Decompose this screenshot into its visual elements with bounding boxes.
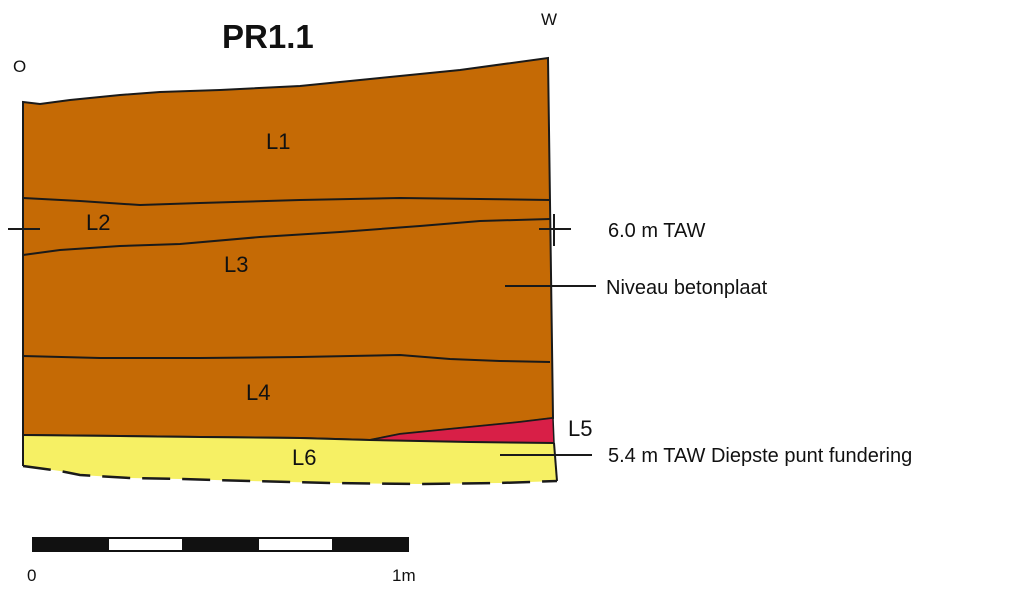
scale-label-start: 0 <box>27 566 36 585</box>
soil-body-brown <box>22 56 555 442</box>
scale-bar-segment <box>332 537 409 552</box>
layer-label-l5: L5 <box>568 416 592 441</box>
orientation-left: O <box>13 57 26 76</box>
scale-bar-segment <box>107 537 184 552</box>
scale-bar-segment <box>32 537 109 552</box>
layer-label-l4: L4 <box>246 380 270 405</box>
annotation-deepest-foundation: 5.4 m TAW Diepste punt fundering <box>608 445 912 467</box>
crosshair-right-icon <box>539 214 571 246</box>
annotation-concrete-slab: Niveau betonplaat <box>606 277 768 299</box>
profile-title: PR1.1 <box>222 18 314 55</box>
scale-bar-segment <box>257 537 334 552</box>
annotation-reference-level: 6.0 m TAW <box>608 220 706 242</box>
boundary-l1-l2 <box>22 196 551 207</box>
layer-label-l2: L2 <box>86 210 110 235</box>
boundary-l3-l4 <box>22 353 551 363</box>
layer-label-l1: L1 <box>266 129 290 154</box>
scale-label-end: 1m <box>392 566 416 585</box>
layer-label-l3: L3 <box>224 252 248 277</box>
layer-label-l6: L6 <box>292 445 316 470</box>
boundary-l2-l3 <box>22 218 551 256</box>
scale-bar <box>32 537 409 552</box>
crosshair-left-icon <box>8 214 40 246</box>
scale-bar-segment <box>182 537 259 552</box>
layer-l6-fill <box>23 435 557 484</box>
layer-l6-top-edge <box>22 434 555 444</box>
layer-l6-bottom-dashed <box>22 464 558 486</box>
layer-l6-right-edge <box>553 442 558 482</box>
orientation-right: W <box>541 10 557 29</box>
